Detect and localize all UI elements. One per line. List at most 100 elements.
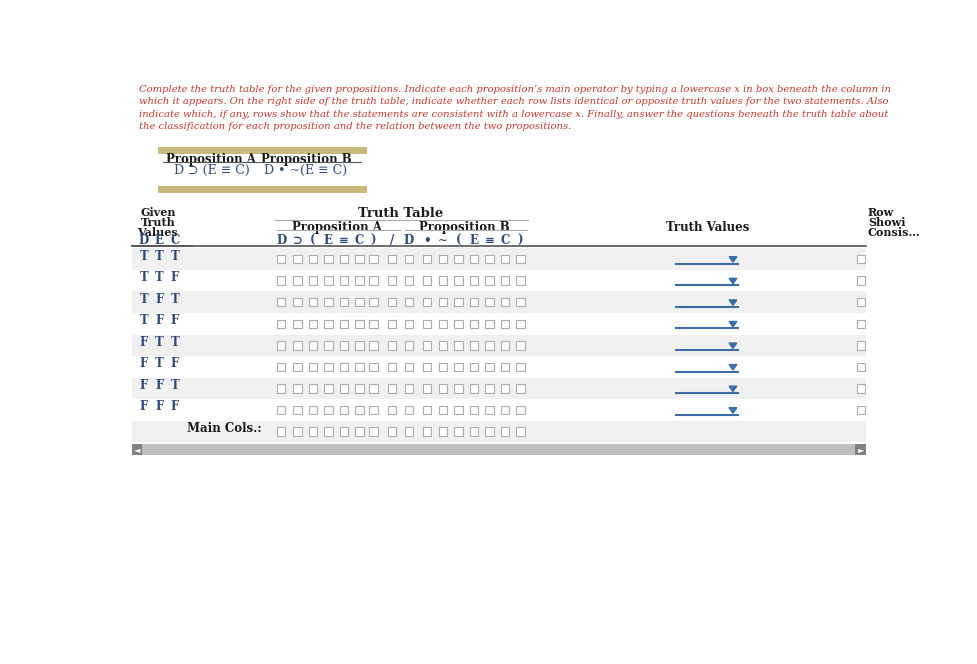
- Bar: [485, 341, 493, 349]
- Bar: [469, 298, 478, 307]
- Bar: [404, 255, 413, 264]
- Bar: [485, 384, 493, 392]
- Bar: [339, 363, 348, 371]
- Polygon shape: [728, 408, 736, 413]
- Bar: [856, 319, 865, 328]
- Bar: [293, 363, 301, 371]
- Text: ≡: ≡: [339, 234, 349, 247]
- Text: C: C: [170, 234, 180, 247]
- Bar: [276, 276, 285, 285]
- Bar: [368, 276, 377, 285]
- Polygon shape: [728, 386, 736, 392]
- Text: ◄: ◄: [134, 445, 140, 454]
- Bar: [469, 428, 478, 436]
- Text: indicate which, if any, rows show that the statements are consistent with a lowe: indicate which, if any, rows show that t…: [139, 110, 888, 119]
- Text: T: T: [140, 314, 149, 327]
- Bar: [422, 384, 431, 392]
- Bar: [132, 444, 143, 455]
- Bar: [355, 406, 363, 414]
- Text: Truth: Truth: [141, 216, 175, 228]
- Bar: [500, 428, 509, 436]
- Bar: [439, 428, 446, 436]
- Bar: [293, 406, 301, 414]
- Bar: [516, 255, 525, 264]
- Text: F: F: [155, 400, 163, 414]
- Text: T: T: [140, 250, 149, 262]
- Polygon shape: [728, 343, 736, 349]
- Bar: [485, 298, 493, 307]
- Text: F: F: [155, 379, 163, 392]
- Text: ►: ►: [857, 445, 864, 454]
- Bar: [309, 384, 317, 392]
- Bar: [355, 255, 363, 264]
- Bar: [323, 276, 332, 285]
- Bar: [500, 406, 509, 414]
- Text: T: T: [155, 357, 164, 371]
- Bar: [454, 428, 462, 436]
- Bar: [856, 298, 865, 307]
- Text: E: E: [154, 234, 164, 247]
- Text: F: F: [140, 379, 148, 392]
- Text: ): ): [517, 234, 523, 247]
- Polygon shape: [728, 321, 736, 327]
- Bar: [355, 298, 363, 307]
- Bar: [309, 255, 317, 264]
- Bar: [323, 406, 332, 414]
- Text: ≡: ≡: [485, 234, 494, 247]
- Text: Proposition A: Proposition A: [291, 220, 381, 234]
- Bar: [856, 276, 865, 285]
- Bar: [404, 428, 413, 436]
- Bar: [516, 319, 525, 328]
- Text: D: D: [139, 234, 149, 247]
- Bar: [500, 384, 509, 392]
- Polygon shape: [728, 300, 736, 305]
- Bar: [368, 406, 377, 414]
- Bar: [404, 363, 413, 371]
- Bar: [454, 384, 462, 392]
- Bar: [485, 406, 493, 414]
- Bar: [323, 319, 332, 328]
- Bar: [485, 319, 493, 328]
- Bar: [454, 276, 462, 285]
- Bar: [856, 363, 865, 371]
- Bar: [368, 363, 377, 371]
- Bar: [132, 313, 866, 335]
- Text: ⊃: ⊃: [292, 234, 302, 247]
- Text: Complete the truth table for the given propositions. Indicate each proposition’s: Complete the truth table for the given p…: [139, 85, 890, 94]
- Bar: [339, 276, 348, 285]
- Bar: [454, 363, 462, 371]
- Bar: [355, 276, 363, 285]
- Text: ~: ~: [438, 234, 447, 247]
- Bar: [323, 298, 332, 307]
- Bar: [454, 255, 462, 264]
- Text: F: F: [171, 314, 179, 327]
- Bar: [309, 341, 317, 349]
- Bar: [309, 298, 317, 307]
- Bar: [293, 276, 301, 285]
- Bar: [439, 319, 446, 328]
- Text: T: T: [140, 293, 149, 305]
- Bar: [856, 341, 865, 349]
- Text: T: T: [155, 250, 164, 262]
- Bar: [404, 384, 413, 392]
- Text: Main Cols.:: Main Cols.:: [187, 422, 262, 435]
- Text: F: F: [171, 357, 179, 371]
- Bar: [454, 341, 462, 349]
- Bar: [404, 276, 413, 285]
- Bar: [368, 428, 377, 436]
- Bar: [293, 319, 301, 328]
- Bar: [323, 384, 332, 392]
- Bar: [323, 255, 332, 264]
- Text: T: T: [155, 271, 164, 284]
- Bar: [132, 444, 866, 455]
- Text: Showi: Showi: [867, 216, 905, 228]
- Bar: [387, 255, 396, 264]
- Bar: [422, 428, 431, 436]
- Text: C: C: [500, 234, 509, 247]
- Text: Truth Table: Truth Table: [358, 207, 443, 220]
- Bar: [454, 319, 462, 328]
- Text: Truth Values: Truth Values: [665, 220, 748, 234]
- Bar: [132, 270, 866, 291]
- Text: which it appears. On the right side of the truth table, indicate whether each ro: which it appears. On the right side of t…: [139, 98, 888, 106]
- Bar: [339, 406, 348, 414]
